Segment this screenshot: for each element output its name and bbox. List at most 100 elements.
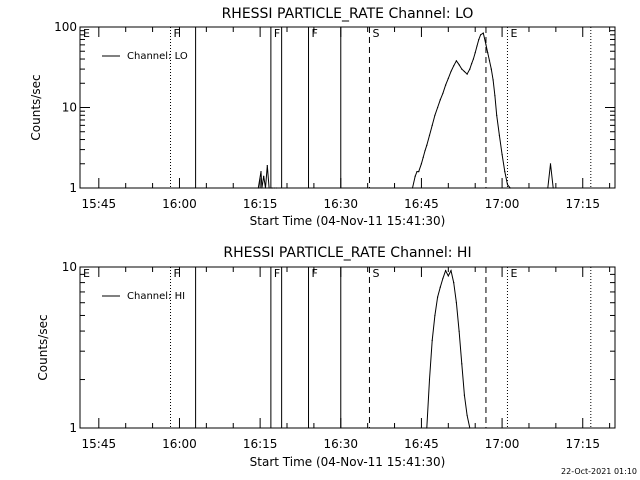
- data-point: [471, 63, 473, 65]
- data-point: [264, 187, 267, 189]
- event-marker-label: E: [510, 27, 517, 40]
- data-point: [411, 187, 414, 189]
- legend-label: Channel: HI: [127, 291, 185, 302]
- event-marker-label: F: [174, 267, 180, 280]
- x-axis-label: Start Time (04-Nov-11 15:41:30): [250, 214, 446, 228]
- timestamp: 22-Oct-2021 01:10: [561, 467, 637, 476]
- data-point: [434, 114, 436, 116]
- data-point: [478, 38, 480, 41]
- data-point: [428, 378, 431, 381]
- data-point: [414, 175, 416, 177]
- y-tick-label: 10: [62, 101, 77, 115]
- data-point: [431, 124, 433, 126]
- data-point: [487, 52, 489, 54]
- data-point: [445, 270, 447, 272]
- data-point: [437, 296, 439, 298]
- y-tick-label: 100: [54, 20, 77, 34]
- data-point: [501, 154, 503, 156]
- data-point: [509, 187, 511, 189]
- data-point: [450, 270, 452, 272]
- data-point: [496, 114, 498, 116]
- panel-lo: RHESSI PARTICLE_RATE Channel: LOE F F F S E11…: [29, 6, 616, 228]
- data-point: [492, 79, 494, 81]
- data-point: [482, 32, 484, 34]
- event-marker-label: S: [372, 267, 379, 280]
- chart-title: RHESSI PARTICLE_RATE Channel: LO: [222, 6, 474, 22]
- legend-label: Channel: LO: [127, 51, 188, 62]
- data-point: [547, 187, 549, 189]
- data-point: [458, 64, 460, 66]
- data-point: [416, 171, 418, 173]
- data-point: [434, 314, 436, 317]
- data-point: [480, 34, 482, 36]
- data-point: [504, 171, 506, 173]
- x-axis-label: Start Time (04-Nov-11 15:41:30): [250, 455, 446, 469]
- data-point: [445, 84, 447, 86]
- event-marker-label: F: [312, 267, 318, 280]
- y-axis-label: Counts/sec: [29, 74, 43, 140]
- y-axis-label: Counts/sec: [36, 314, 50, 380]
- data-point: [461, 363, 463, 365]
- data-point: [263, 175, 265, 177]
- plot-frame: [79, 266, 616, 429]
- data-point: [273, 187, 276, 189]
- data-point: [442, 277, 444, 279]
- data-point: [424, 150, 426, 152]
- x-tick-label: 16:30: [323, 437, 358, 451]
- series-line: [257, 32, 554, 189]
- data-point: [439, 99, 441, 101]
- panel-hi: RHESSI PARTICLE_RATE Channel: HIE F F F S E11…: [36, 245, 616, 469]
- data-point: [469, 68, 471, 70]
- data-point: [268, 187, 270, 189]
- data-point: [463, 394, 465, 396]
- data-point: [447, 275, 449, 277]
- x-tick-label: 16:00: [162, 437, 197, 451]
- y-tick-label: 1: [69, 181, 77, 195]
- data-point: [437, 106, 439, 109]
- data-point: [422, 156, 424, 158]
- data-point: [498, 134, 500, 136]
- data-point: [428, 134, 431, 136]
- data-point: [494, 95, 496, 97]
- event-marker-label: F: [274, 267, 280, 280]
- data-point: [455, 302, 457, 304]
- x-tick-label: 17:00: [485, 197, 520, 211]
- data-point: [458, 330, 460, 332]
- x-tick-label: 16:00: [162, 197, 197, 211]
- x-tick-label: 17:15: [565, 437, 600, 451]
- event-marker-label: F: [274, 27, 280, 40]
- data-point: [549, 163, 552, 165]
- data-point: [476, 45, 478, 47]
- data-point: [453, 282, 455, 284]
- data-point: [266, 165, 268, 167]
- data-point: [455, 60, 457, 62]
- data-point: [488, 60, 491, 62]
- data-point: [461, 68, 463, 70]
- series-line: [426, 269, 471, 429]
- y-tick-label: 1: [69, 421, 77, 435]
- x-tick-label: 15:45: [82, 437, 117, 451]
- event-marker-label: E: [510, 267, 517, 280]
- data-point: [271, 187, 273, 189]
- x-tick-label: 16:30: [323, 197, 358, 211]
- event-marker-label: E: [83, 27, 90, 40]
- data-point: [426, 144, 428, 146]
- data-point: [420, 163, 422, 165]
- data-point: [261, 187, 263, 189]
- chart-title: RHESSI PARTICLE_RATE Channel: HI: [223, 245, 471, 261]
- data-point: [485, 44, 487, 46]
- y-tick-label: 10: [62, 260, 77, 274]
- event-marker-label: F: [312, 27, 318, 40]
- data-point: [270, 187, 272, 189]
- data-point: [466, 414, 468, 416]
- data-point: [260, 171, 262, 173]
- data-point: [463, 70, 465, 73]
- x-tick-label: 17:00: [485, 437, 520, 451]
- data-point: [506, 184, 509, 186]
- event-marker-label: F: [174, 27, 180, 40]
- event-marker-label: E: [83, 267, 90, 280]
- data-point: [450, 70, 452, 73]
- data-point: [474, 52, 476, 54]
- data-point: [442, 92, 444, 94]
- data-point: [453, 65, 455, 67]
